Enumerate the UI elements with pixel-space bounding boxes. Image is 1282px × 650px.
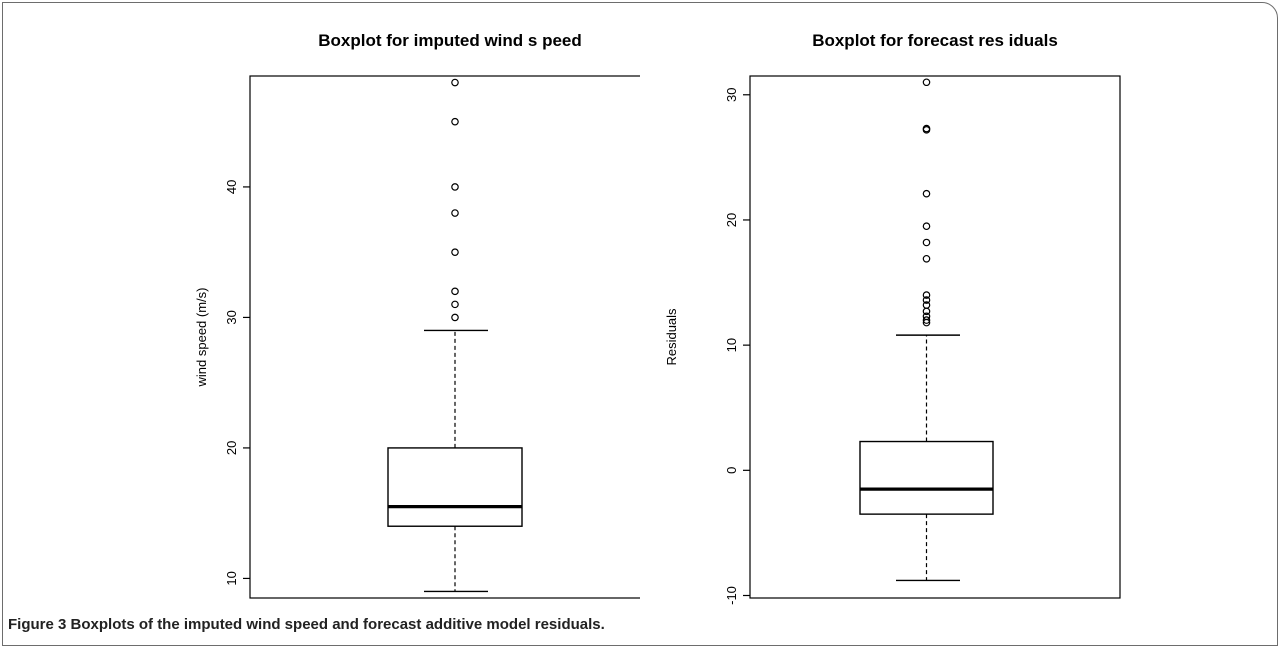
y-tick-label: 20 xyxy=(724,213,739,227)
figure-caption: Figure 3 Boxplots of the imputed wind sp… xyxy=(8,616,1268,633)
outlier-point xyxy=(922,78,931,87)
boxplot-body xyxy=(387,329,523,593)
y-axis-label: wind speed (m/s) xyxy=(194,288,209,388)
outlier-point xyxy=(922,189,931,198)
y-tick-label: 30 xyxy=(724,88,739,102)
outlier-point xyxy=(451,300,459,309)
y-axis-label: Residuals xyxy=(664,308,679,366)
wind-speed-boxplot: Boxplot for imputed wind s peed wind spe… xyxy=(194,31,640,599)
outliers xyxy=(451,78,459,322)
outlier-point xyxy=(922,222,931,231)
outlier-point xyxy=(922,316,931,324)
outlier-point xyxy=(922,296,931,304)
outlier-point xyxy=(451,313,459,322)
outlier-point xyxy=(922,291,931,299)
caption-text: Boxplots of the imputed wind speed and f… xyxy=(70,616,605,633)
outlier-point xyxy=(451,209,459,217)
residuals-boxplot: Boxplot for forecast res iduals Residual… xyxy=(664,31,1121,605)
chart-title: Boxplot for imputed wind s peed xyxy=(318,31,582,50)
outlier-point xyxy=(451,287,459,296)
y-tick-label: 20 xyxy=(224,441,239,455)
y-tick-label: 10 xyxy=(224,571,239,585)
y-tick-label: 10 xyxy=(724,338,739,352)
outlier-point xyxy=(922,301,931,309)
chart-title: Boxplot for forecast res iduals xyxy=(812,31,1058,50)
outlier-point xyxy=(922,312,931,321)
outlier-point xyxy=(922,254,931,263)
figure-label: Figure 3 xyxy=(8,616,67,633)
outlier-point xyxy=(451,248,459,256)
y-axis: 10 20 30 40 xyxy=(224,180,250,586)
iqr-box xyxy=(387,447,523,527)
y-tick-label: 40 xyxy=(224,180,239,194)
plot-frame xyxy=(249,75,640,599)
y-axis: -10 0 10 20 30 xyxy=(724,88,750,605)
outlier-point xyxy=(451,183,459,191)
plot-frame xyxy=(749,75,1121,599)
outlier-point xyxy=(922,238,931,247)
boxplot-body xyxy=(859,334,994,582)
y-tick-label: 30 xyxy=(224,310,239,324)
outlier-point xyxy=(451,117,459,126)
iqr-box xyxy=(859,440,994,515)
y-tick-label: -10 xyxy=(724,586,739,605)
y-tick-label: 0 xyxy=(724,467,739,474)
outliers xyxy=(922,78,931,327)
outlier-point xyxy=(922,124,931,133)
outlier-point xyxy=(451,78,459,87)
